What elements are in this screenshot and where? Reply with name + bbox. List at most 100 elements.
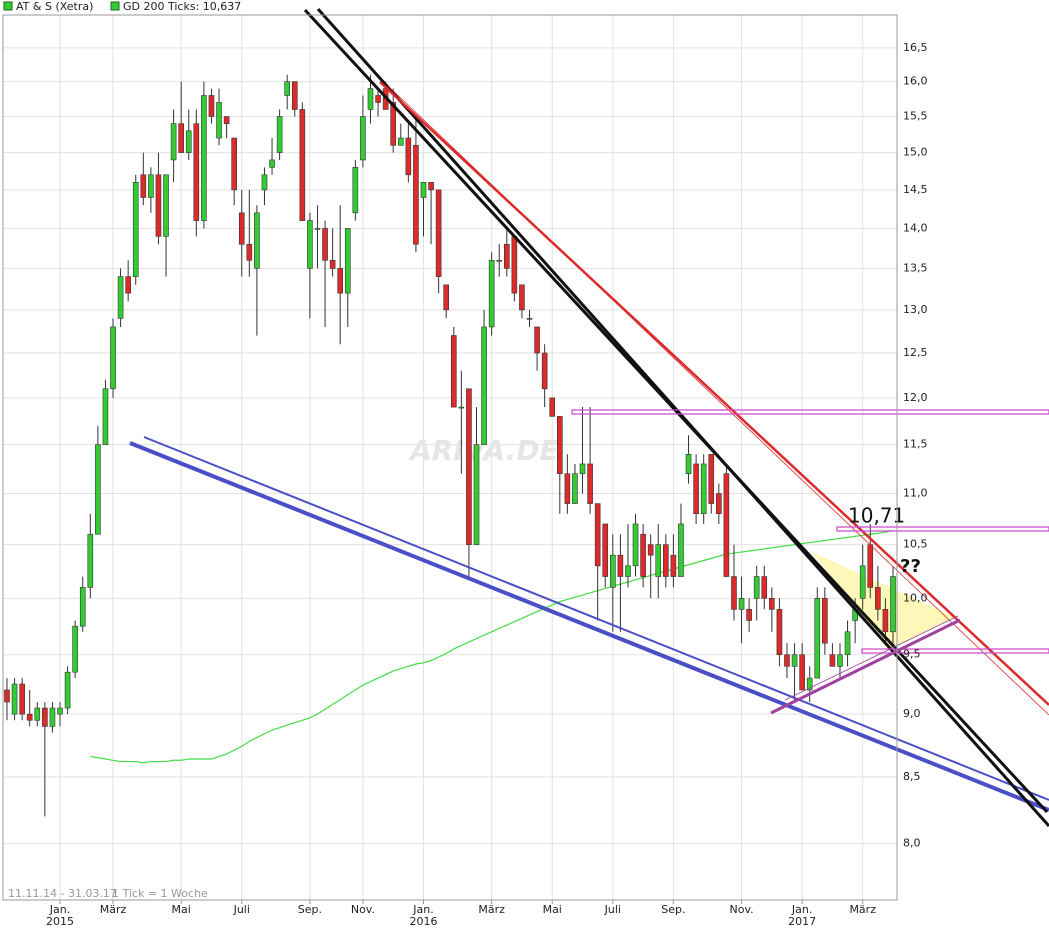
candle-body (450, 335, 457, 408)
candle-body (261, 174, 268, 191)
candle-body (511, 236, 518, 294)
candle-body (814, 598, 821, 679)
candle-body (170, 123, 177, 161)
y-tick-label: 15,5 (903, 110, 928, 123)
x-tick-label: 2015 (46, 915, 74, 928)
horizontal-zone (836, 526, 1049, 532)
candle-body (405, 137, 412, 176)
candle-body (625, 565, 631, 577)
candle-body (519, 284, 525, 311)
candle-body (367, 88, 374, 110)
candle-body (420, 182, 427, 198)
candle-body (329, 259, 336, 269)
y-tick-label: 16,5 (903, 41, 928, 54)
x-tick-label: März (849, 903, 876, 916)
candle-body (26, 713, 33, 721)
candle-body (784, 654, 790, 667)
candle-body (799, 654, 805, 691)
candle-body (708, 453, 715, 504)
candle-body (193, 123, 200, 221)
candle-body (882, 609, 889, 633)
y-tick-label: 11,0 (903, 487, 928, 500)
candle-body (753, 576, 760, 599)
candle-body (458, 406, 465, 409)
candle-body (579, 463, 586, 475)
candle-body (117, 276, 124, 319)
x-tick-label: Jan. (791, 903, 812, 916)
support-line (129, 441, 1049, 812)
candle-body (716, 493, 722, 515)
candle-body (110, 326, 116, 390)
candle-body (72, 625, 78, 673)
y-tick-label: 15,0 (903, 146, 928, 159)
candle-body (617, 554, 624, 577)
candle-body (390, 102, 397, 146)
candle-body (443, 284, 450, 311)
x-tick-label: Sep. (661, 903, 685, 916)
candle-body (663, 544, 669, 577)
candle-body (413, 144, 419, 245)
legend-label: GD 200 Ticks: 10,637 (123, 0, 241, 13)
candle-body (829, 654, 836, 667)
candle-body (632, 523, 639, 567)
candle-body (246, 243, 253, 261)
y-tick-label: 9,0 (903, 707, 921, 720)
triangle-zone (812, 552, 955, 650)
x-tick-label: Nov. (351, 903, 375, 916)
candle-body (375, 95, 381, 103)
candle-body (655, 544, 662, 577)
candle-body (314, 228, 321, 230)
candle-body (4, 689, 10, 703)
candle-body (647, 544, 654, 556)
candle-body (769, 598, 775, 610)
candle-body (291, 81, 298, 110)
candle-body (761, 576, 768, 599)
candle-body (360, 116, 366, 161)
y-tick-label: 9,5 (903, 648, 921, 661)
candle-body (19, 683, 25, 715)
candle-body (64, 671, 71, 709)
candle-body (746, 609, 752, 621)
candle-body (723, 473, 730, 577)
candle-body (208, 95, 215, 117)
y-tick-label: 11,5 (903, 438, 928, 451)
candle-body (678, 523, 684, 577)
candle-body (344, 228, 351, 294)
candle-body (95, 444, 101, 535)
grid (3, 15, 897, 900)
date-range: 11.11.14 - 31.03.17 (8, 887, 117, 900)
candle-body (125, 276, 131, 294)
candle-body (57, 707, 63, 715)
candle-body (352, 167, 359, 214)
candle-body (102, 388, 109, 445)
candle-body (11, 683, 18, 715)
candle-body (875, 587, 881, 610)
candle-body (148, 174, 154, 198)
legend-label: AT & S (Xetra) (16, 0, 93, 13)
candle-body (488, 259, 495, 328)
candle-body (549, 397, 556, 417)
candle-body (587, 463, 593, 504)
candle-body (867, 544, 874, 588)
candle-body (466, 388, 472, 545)
candle-body (693, 463, 699, 515)
candle-body (564, 473, 571, 504)
y-tick-label: 10,5 (903, 538, 928, 551)
candle-body (526, 318, 533, 320)
candle-body (473, 444, 480, 545)
candle-body (397, 137, 404, 146)
y-tick-label: 12,0 (903, 391, 928, 404)
annotation-question: ?? (900, 556, 921, 577)
candle-body (178, 123, 184, 153)
candle-body (201, 95, 207, 221)
candle-body (140, 174, 147, 198)
candle-body (307, 220, 313, 269)
candle-body (132, 182, 139, 277)
candle-body (185, 130, 192, 153)
x-tick-label: 2017 (788, 915, 816, 928)
y-tick-label: 8,5 (903, 770, 921, 783)
purple-trend-line-thin (784, 615, 959, 701)
x-tick-label: Jan. (412, 903, 433, 916)
candle-body (610, 554, 616, 588)
